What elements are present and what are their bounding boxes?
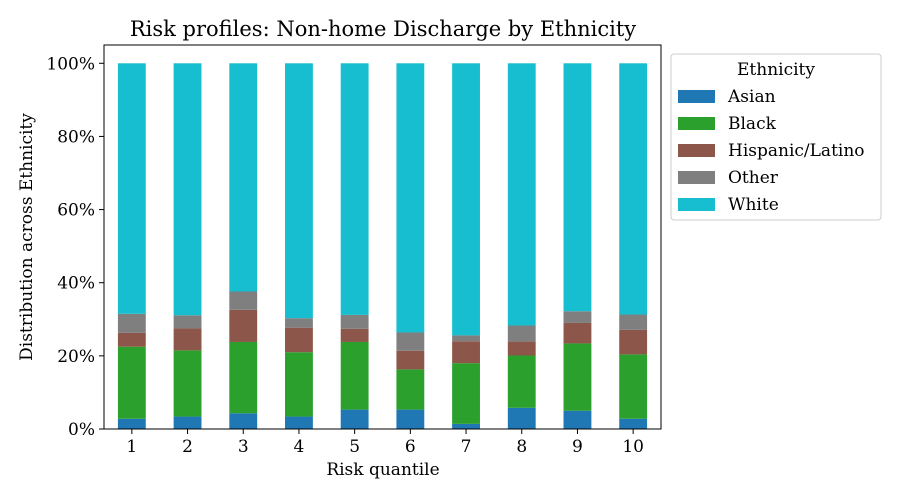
bar-segment-asian-q9 [563, 410, 592, 429]
bar-segment-other-q5 [340, 314, 369, 329]
bar-segment-white-q3 [229, 63, 258, 292]
legend-swatch-other [678, 171, 715, 184]
y-axis-label: Distribution across Ethnicity [17, 113, 37, 361]
bar-segment-white-q2 [173, 63, 202, 316]
bar-segment-black-q1 [117, 346, 146, 419]
bar-segment-asian-q10 [619, 418, 648, 429]
bar-segment-white-q5 [340, 63, 369, 315]
legend-label-white: White [728, 195, 779, 215]
bar-segment-asian-q5 [340, 409, 369, 429]
bar-segment-hispanic-latino-q4 [285, 327, 313, 353]
bar-segment-asian-q1 [117, 418, 146, 429]
bar-segment-hispanic-latino-q2 [173, 328, 202, 351]
bar-segment-other-q7 [452, 335, 480, 342]
bar-segment-asian-q7 [452, 423, 480, 429]
y-tick-label: 40% [57, 274, 95, 294]
bar-segment-hispanic-latino-q8 [507, 341, 536, 356]
x-tick-label: 9 [572, 437, 583, 457]
plot-area: 0% 20% 40% 60% 80% 100% 1 2 3 4 5 6 7 8 9 10 [46, 44, 662, 457]
bar-segment-other-q8 [507, 325, 536, 342]
bar-segment-black-q8 [507, 355, 536, 408]
bar-segment-white-q10 [619, 63, 648, 315]
bar-segment-hispanic-latino-q10 [619, 329, 648, 355]
bar-segment-white-q8 [507, 63, 536, 326]
bar-segment-hispanic-latino-q6 [396, 350, 425, 370]
legend-label-hispanic-latino: Hispanic/Latino [728, 141, 865, 161]
legend-label-black: Black [728, 114, 777, 134]
bar-segment-black-q4 [285, 352, 313, 417]
bar-segment-black-q7 [452, 363, 480, 424]
x-tick-label: 5 [349, 437, 360, 457]
y-tick-label: 60% [57, 201, 95, 221]
x-tick-label: 2 [182, 437, 193, 457]
bar-segment-white-q1 [117, 63, 146, 314]
bar-segment-asian-q6 [396, 409, 425, 429]
bar-segment-black-q9 [563, 343, 592, 411]
y-tick-label: 100% [46, 54, 95, 74]
y-tick-label: 80% [57, 127, 95, 147]
x-tick-label: 4 [294, 437, 305, 457]
bar-segment-black-q3 [229, 341, 258, 414]
x-tick-label: 6 [405, 437, 416, 457]
legend-label-asian: Asian [727, 87, 776, 107]
bar-segment-hispanic-latino-q7 [452, 341, 480, 364]
bar-segment-other-q1 [117, 313, 146, 333]
bar-segment-asian-q8 [507, 407, 536, 429]
bar-segment-black-q2 [173, 350, 202, 417]
legend-swatch-black [678, 117, 715, 130]
bar-segment-other-q2 [173, 315, 202, 329]
legend-swatch-hispanic-latino [678, 144, 715, 157]
bar-segment-white-q9 [563, 63, 592, 312]
bar-segment-white-q7 [452, 63, 480, 336]
legend-label-other: Other [728, 168, 779, 188]
legend-swatch-asian [678, 90, 715, 103]
bar-segment-black-q10 [619, 354, 648, 419]
y-tick-label: 20% [57, 347, 95, 367]
legend-items: Asian Black Hispanic/Latino Other White [678, 87, 865, 215]
bar-segment-hispanic-latino-q9 [563, 322, 592, 344]
x-axis: 1 2 3 4 5 6 7 8 9 10 [126, 429, 644, 457]
x-tick-label: 10 [622, 437, 644, 457]
bar-segment-other-q6 [396, 332, 425, 351]
bar-segment-other-q3 [229, 291, 258, 310]
bar-segment-black-q5 [340, 341, 369, 410]
bar-segment-white-q4 [285, 63, 313, 319]
bar-segment-other-q9 [563, 311, 592, 323]
y-axis: 0% 20% 40% 60% 80% 100% [46, 54, 104, 440]
plot-frame [103, 44, 662, 430]
bar-segment-white-q6 [396, 63, 425, 333]
bar-segment-hispanic-latino-q3 [229, 309, 258, 342]
y-tick-label: 0% [68, 420, 95, 440]
legend-title: Ethnicity [737, 60, 815, 80]
x-axis-label: Risk quantile [326, 460, 439, 480]
bar-segment-asian-q4 [285, 416, 313, 429]
x-tick-label: 3 [238, 437, 249, 457]
bar-segment-other-q4 [285, 318, 313, 328]
chart-title: Risk profiles: Non-home Discharge by Eth… [130, 17, 636, 41]
legend-frame [670, 53, 882, 221]
bar-segment-hispanic-latino-q1 [117, 332, 146, 347]
bar-segment-asian-q2 [173, 416, 202, 429]
bars-layer [117, 63, 648, 429]
bar-segment-black-q6 [396, 369, 425, 410]
bar-segment-other-q10 [619, 314, 648, 330]
bar-segment-hispanic-latino-q5 [340, 328, 369, 342]
x-tick-label: 1 [126, 437, 137, 457]
legend-swatch-white [678, 198, 715, 211]
legend: Ethnicity Asian Black Hispanic/Latino Other… [670, 53, 882, 221]
x-tick-label: 8 [516, 437, 527, 457]
bar-segment-asian-q3 [229, 413, 258, 429]
x-tick-label: 7 [461, 437, 472, 457]
